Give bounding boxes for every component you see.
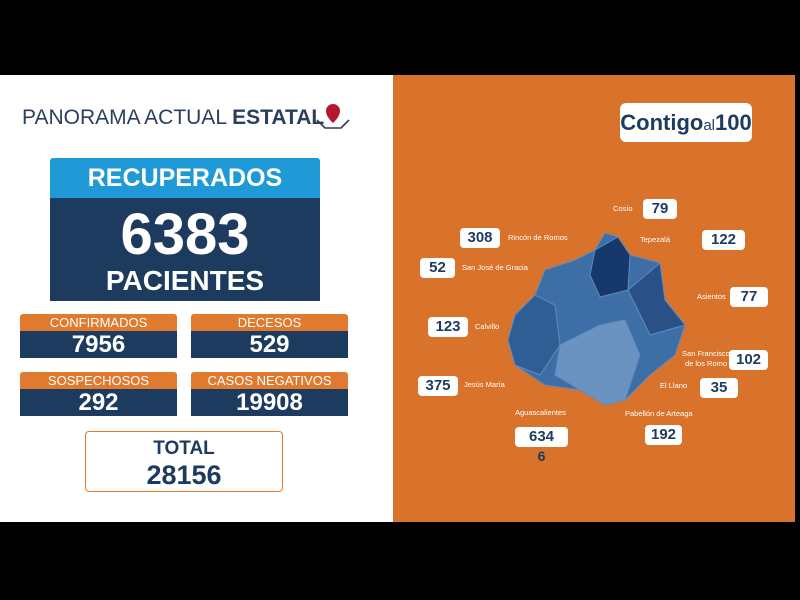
recovered-label: RECUPERADOS	[50, 158, 320, 198]
total-value: 28156	[146, 460, 222, 490]
logo-small: al	[703, 117, 716, 134]
municipality-name: San José de Gracia	[462, 263, 528, 272]
stat-value: 529	[191, 331, 348, 358]
logo-number: 100	[715, 110, 752, 135]
municipality-value: 192	[645, 425, 682, 445]
logo-main: Contigo	[620, 110, 704, 135]
municipality-value: 634	[515, 427, 568, 447]
stat-label: SOSPECHOSOS	[20, 372, 177, 389]
municipality-name: Rincón de Romos	[508, 233, 568, 242]
municipality-name: El Llano	[660, 381, 688, 390]
total-box: TOTAL 28156	[85, 431, 283, 492]
stat-label: DECESOS	[191, 314, 348, 331]
recovered-box: 6383 PACIENTES	[50, 198, 320, 301]
municipality-value: 123	[428, 317, 468, 337]
stat-value: 19908	[191, 389, 348, 416]
municipality-value: 77	[730, 287, 768, 307]
total-label: TOTAL	[153, 438, 215, 459]
municipality-value: 79	[643, 199, 677, 219]
municipality-name: Asientos	[697, 292, 726, 301]
municipality-name: Cosío	[613, 204, 633, 213]
recovered-value: 6383	[120, 202, 250, 267]
stat-value: 292	[20, 389, 177, 416]
municipality-value: 35	[700, 378, 738, 398]
municipality-name: Pabellón de Arteaga	[625, 409, 693, 418]
municipality-value: 52	[420, 258, 455, 278]
header-title: PANORAMA ACTUAL ESTATAL	[22, 106, 324, 130]
municipality-value: 102	[729, 350, 768, 370]
title-bold: ESTATAL	[232, 106, 325, 129]
municipality-name: Jesús María	[464, 380, 505, 389]
municipality-name: San Francisco de los Romo	[682, 349, 730, 368]
municipality-name: Tepezalá	[640, 235, 671, 244]
title-light: PANORAMA ACTUAL	[22, 106, 227, 129]
stat-label: CONFIRMADOS	[20, 314, 177, 331]
municipality-value: 375	[418, 376, 458, 396]
municipality-value: 308	[460, 228, 500, 248]
logo: Contigoal100	[620, 103, 752, 142]
heart-icon	[316, 104, 350, 129]
stat-label: CASOS NEGATIVOS	[191, 372, 348, 389]
stat-value: 7956	[20, 331, 177, 358]
municipality-value: 122	[702, 230, 745, 250]
municipality-value-overflow: 6	[537, 448, 546, 464]
recovered-unit: PACIENTES	[105, 265, 265, 296]
municipality-name: Calvillo	[475, 322, 500, 331]
municipality-name: Aguascalientes	[515, 408, 566, 417]
state-map	[507, 232, 686, 406]
